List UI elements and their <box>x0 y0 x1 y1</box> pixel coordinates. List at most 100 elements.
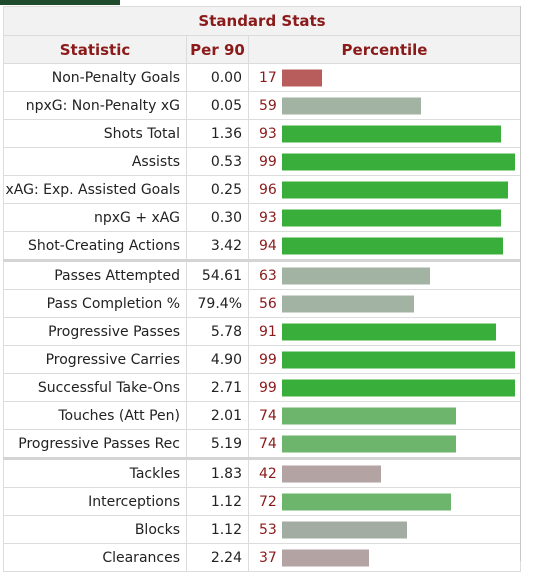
percentile-cell: 74 <box>247 401 522 430</box>
percentile-value: 56 <box>259 295 277 312</box>
percentile-value: 99 <box>259 351 277 368</box>
statistic-name: Blocks <box>3 515 187 544</box>
table-row: Progressive Passes 5.78 91 <box>3 317 522 346</box>
statistic-name: Progressive Passes Rec <box>3 429 187 459</box>
statistic-name: Progressive Passes <box>3 317 187 346</box>
statistic-name: Progressive Carries <box>3 345 187 374</box>
per90-value: 1.36 <box>186 119 249 148</box>
scroll-edge <box>520 6 521 561</box>
table-row: Shots Total 1.36 93 <box>3 119 522 148</box>
percentile-cell: 74 <box>247 429 522 459</box>
percentile-cell: 93 <box>247 203 522 232</box>
percentile-bar <box>282 209 501 226</box>
per90-value: 3.42 <box>186 231 249 261</box>
percentile-cell: 99 <box>247 373 522 402</box>
table-row: Progressive Carries 4.90 99 <box>3 345 522 374</box>
statistic-name: xAG: Exp. Assisted Goals <box>3 175 187 204</box>
statistic-name: Passes Attempted <box>3 259 187 290</box>
table-row: Interceptions 1.12 72 <box>3 487 522 516</box>
percentile-bar <box>282 69 322 86</box>
statistic-name: Pass Completion % <box>3 289 187 318</box>
percentile-cell: 42 <box>247 457 522 488</box>
per90-value: 1.12 <box>186 487 249 516</box>
percentile-bar <box>282 237 503 254</box>
statistic-name: Interceptions <box>3 487 187 516</box>
table-row: Pass Completion % 79.4% 56 <box>3 289 522 318</box>
per90-value: 2.01 <box>186 401 249 430</box>
percentile-bar <box>282 549 369 566</box>
percentile-cell: 94 <box>247 231 522 261</box>
percentile-value: 72 <box>259 493 277 510</box>
standard-stats-table: Standard Stats Statistic Per 90 Percenti… <box>2 6 522 572</box>
percentile-cell: 99 <box>247 147 522 176</box>
statistic-name: Shot-Creating Actions <box>3 231 187 261</box>
table-row: Non-Penalty Goals 0.00 17 <box>3 63 522 92</box>
statistic-name: Non-Penalty Goals <box>3 63 187 92</box>
statistic-name: npxG: Non-Penalty xG <box>3 91 187 120</box>
table-row: Touches (Att Pen) 2.01 74 <box>3 401 522 430</box>
percentile-value: 53 <box>259 521 277 538</box>
percentile-bar <box>282 379 515 396</box>
header-per90[interactable]: Per 90 <box>186 35 249 64</box>
percentile-cell: 53 <box>247 515 522 544</box>
percentile-value: 94 <box>259 237 277 254</box>
per90-value: 1.12 <box>186 515 249 544</box>
per90-value: 2.24 <box>186 543 249 572</box>
table-caption: Standard Stats <box>2 6 522 36</box>
percentile-cell: 37 <box>247 543 522 572</box>
percentile-value: 99 <box>259 379 277 396</box>
per90-value: 0.05 <box>186 91 249 120</box>
statistic-name: Successful Take-Ons <box>3 373 187 402</box>
percentile-bar <box>282 323 496 340</box>
statistic-name: Shots Total <box>3 119 187 148</box>
statistic-name: Tackles <box>3 457 187 488</box>
percentile-bar <box>282 521 407 538</box>
table-row: Shot-Creating Actions 3.42 94 <box>3 231 522 261</box>
per90-value: 0.53 <box>186 147 249 176</box>
percentile-value: 37 <box>259 549 277 566</box>
percentile-cell: 56 <box>247 289 522 318</box>
table-row: npxG: Non-Penalty xG 0.05 59 <box>3 91 522 120</box>
table-row: Successful Take-Ons 2.71 99 <box>3 373 522 402</box>
percentile-cell: 63 <box>247 259 522 290</box>
percentile-cell: 17 <box>247 63 522 92</box>
per90-value: 79.4% <box>186 289 249 318</box>
standard-stats-table-container: Standard Stats Statistic Per 90 Percenti… <box>2 6 522 572</box>
percentile-cell: 91 <box>247 317 522 346</box>
percentile-value: 96 <box>259 181 277 198</box>
percentile-bar <box>282 181 508 198</box>
table-row: Clearances 2.24 37 <box>3 543 522 572</box>
table-row: Progressive Passes Rec 5.19 74 <box>3 429 522 459</box>
top-tab-accent <box>0 0 120 5</box>
percentile-bar <box>282 407 456 424</box>
percentile-cell: 99 <box>247 345 522 374</box>
percentile-value: 59 <box>259 97 277 114</box>
table-row: Blocks 1.12 53 <box>3 515 522 544</box>
statistic-name: Touches (Att Pen) <box>3 401 187 430</box>
percentile-cell: 72 <box>247 487 522 516</box>
header-statistic[interactable]: Statistic <box>3 35 187 64</box>
percentile-value: 93 <box>259 209 277 226</box>
per90-value: 5.19 <box>186 429 249 459</box>
percentile-value: 63 <box>259 267 277 284</box>
statistic-name: Clearances <box>3 543 187 572</box>
table-row: Assists 0.53 99 <box>3 147 522 176</box>
statistic-name: npxG + xAG <box>3 203 187 232</box>
percentile-cell: 59 <box>247 91 522 120</box>
percentile-bar <box>282 493 451 510</box>
table-body: Non-Penalty Goals 0.00 17 npxG: Non-Penalty… <box>3 63 522 572</box>
per90-value: 1.83 <box>186 457 249 488</box>
percentile-value: 17 <box>259 69 277 86</box>
header-percentile[interactable]: Percentile <box>247 35 522 64</box>
per90-value: 0.00 <box>186 63 249 92</box>
percentile-cell: 93 <box>247 119 522 148</box>
percentile-value: 99 <box>259 153 277 170</box>
percentile-value: 93 <box>259 125 277 142</box>
percentile-bar <box>282 465 381 482</box>
percentile-bar <box>282 97 421 114</box>
percentile-bar <box>282 267 430 284</box>
statistic-name: Assists <box>3 147 187 176</box>
per90-value: 5.78 <box>186 317 249 346</box>
table-row: Tackles 1.83 42 <box>3 457 522 488</box>
percentile-bar <box>282 153 515 170</box>
